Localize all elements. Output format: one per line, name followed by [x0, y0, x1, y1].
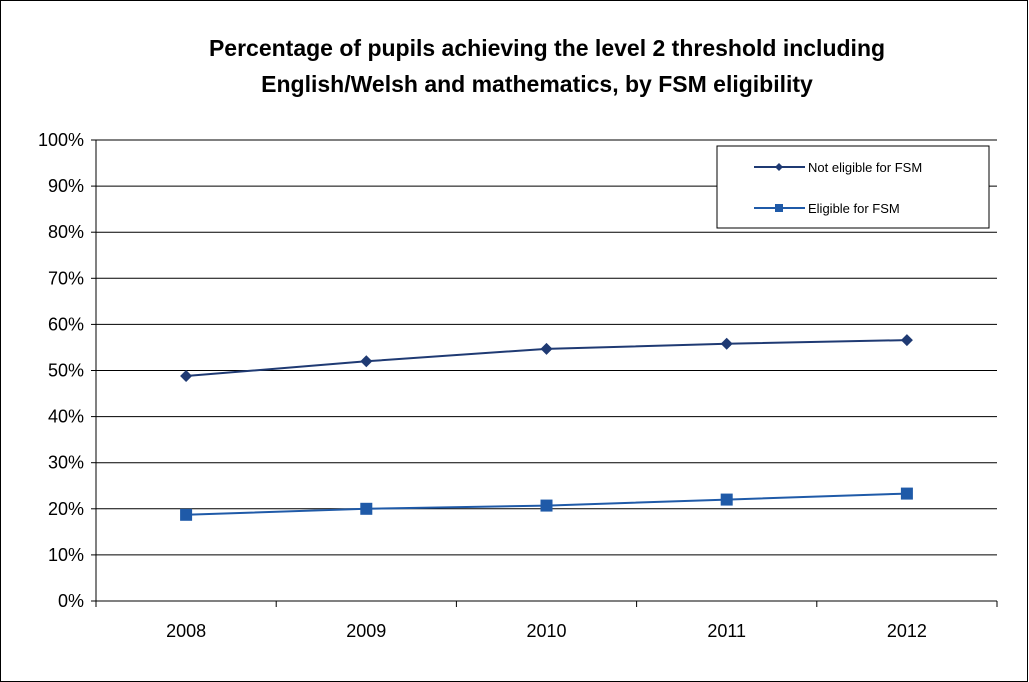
- chart-title-line-2: English/Welsh and mathematics, by FSM el…: [261, 71, 813, 97]
- y-tick-label: 100%: [38, 130, 84, 150]
- y-tick-label: 30%: [48, 453, 84, 473]
- y-tick-label: 20%: [48, 499, 84, 519]
- y-tick-label: 70%: [48, 268, 84, 288]
- data-point-marker: [180, 508, 193, 521]
- y-tick-label: 10%: [48, 545, 84, 565]
- y-tick-label: 50%: [48, 361, 84, 381]
- data-point-marker: [900, 334, 913, 347]
- x-tick-label: 2012: [887, 621, 927, 641]
- gridlines: [96, 139, 997, 556]
- x-tick-label: 2011: [707, 621, 746, 641]
- chart-title-line-1: Percentage of pupils achieving the level…: [209, 35, 885, 61]
- data-point-marker: [540, 342, 553, 355]
- series: [180, 334, 913, 521]
- y-tick-label: 40%: [48, 407, 84, 427]
- y-tick-label: 60%: [48, 314, 84, 334]
- x-tick-labels: 2008 2009 2010 2011 2012: [166, 621, 927, 641]
- data-point-marker: [360, 502, 373, 515]
- data-point-marker: [180, 370, 193, 383]
- data-point-marker: [720, 493, 733, 506]
- data-point-marker: [540, 499, 553, 512]
- axes: [91, 139, 998, 607]
- data-point-marker: [360, 355, 373, 368]
- legend-box: [716, 145, 990, 229]
- x-tick-label: 2010: [526, 621, 566, 641]
- x-tick-label: 2009: [346, 621, 386, 641]
- y-tick-label: 80%: [48, 222, 84, 242]
- data-point-marker: [720, 337, 733, 350]
- y-tick-label: 0%: [58, 591, 84, 611]
- legend: Not eligible for FSM Eligible for FSM: [716, 145, 990, 229]
- data-point-marker: [900, 487, 913, 500]
- legend-marker-not-eligible: [775, 163, 783, 171]
- y-tick-label: 90%: [48, 176, 84, 196]
- legend-label-eligible: Eligible for FSM: [808, 201, 900, 216]
- legend-label-not-eligible: Not eligible for FSM: [808, 160, 922, 175]
- y-tick-labels: 0% 10% 20% 30% 40% 50% 60% 70% 80% 90% 100%: [38, 130, 84, 611]
- legend-marker-eligible: [775, 204, 783, 212]
- x-tick-label: 2008: [166, 621, 206, 641]
